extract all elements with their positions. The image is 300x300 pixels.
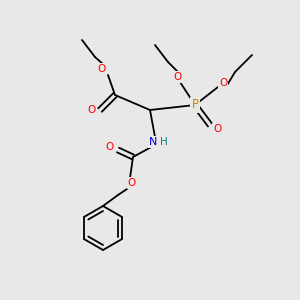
Text: O: O — [173, 72, 181, 82]
Text: O: O — [128, 178, 136, 188]
Text: P: P — [191, 98, 199, 112]
Text: O: O — [98, 64, 106, 74]
Text: N: N — [149, 137, 157, 147]
Text: O: O — [219, 78, 227, 88]
Text: O: O — [106, 142, 114, 152]
Text: O: O — [88, 105, 96, 115]
Text: O: O — [213, 124, 221, 134]
Text: H: H — [160, 137, 168, 147]
